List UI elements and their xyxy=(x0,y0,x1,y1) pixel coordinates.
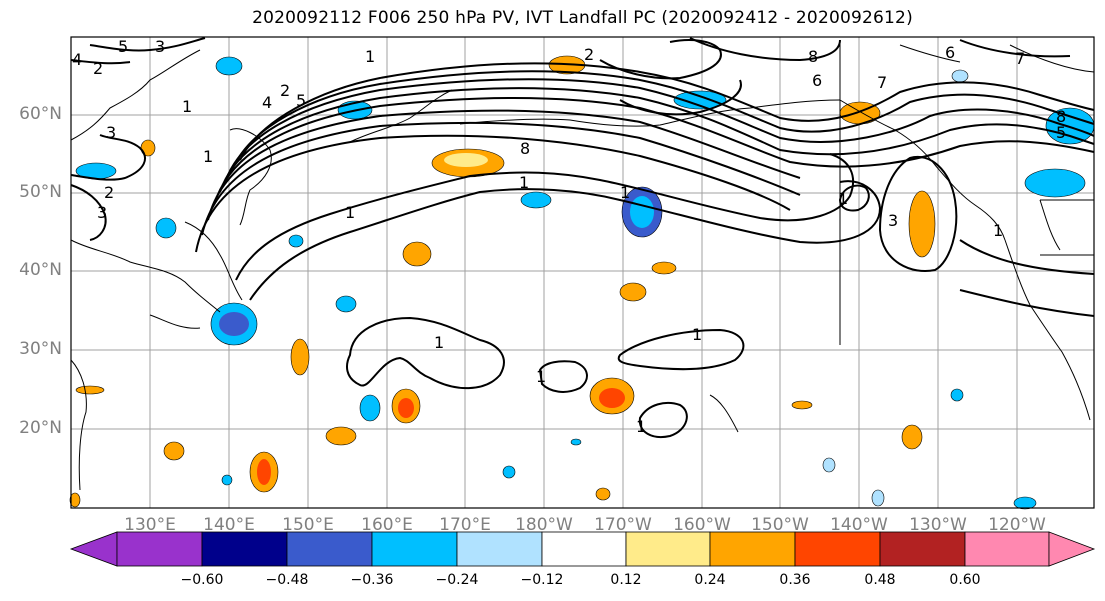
colorbar-tick-label: −0.60 xyxy=(180,572,224,588)
contour-label: 7 xyxy=(1015,49,1025,68)
contour-label: 4 xyxy=(72,50,82,69)
lon-label: 170°W xyxy=(594,515,652,535)
contour-label: 3 xyxy=(106,123,116,142)
anomaly-negative xyxy=(215,56,243,76)
colorbar-tick-label: 0.48 xyxy=(864,572,896,588)
anomaly-positive xyxy=(791,400,813,410)
contour-label: 1 xyxy=(620,183,630,202)
lon-label: 160°E xyxy=(361,515,413,535)
contour-label: 8 xyxy=(808,47,818,66)
contour-label: 7 xyxy=(877,73,887,92)
contour-label: 1 xyxy=(519,173,529,192)
lat-label: 40°N xyxy=(19,260,62,280)
anomaly-positive xyxy=(651,261,677,275)
colorbar-tick-label: 0.36 xyxy=(779,572,811,588)
anomaly-negative xyxy=(951,69,969,83)
map-panel xyxy=(69,36,1095,510)
contour-label: 1 xyxy=(692,325,702,344)
anomaly-negative xyxy=(950,388,964,402)
anomaly-negative xyxy=(673,90,727,110)
colorbar-extend-low xyxy=(69,531,118,567)
anomaly-negative xyxy=(288,234,304,248)
map-title: 2020092112 F006 250 hPa PV, IVT Landfall… xyxy=(252,8,913,28)
lon-label: 150°E xyxy=(282,515,334,535)
contour-label: 1 xyxy=(636,417,646,436)
lon-label: 130°E xyxy=(124,515,176,535)
contour-label: 5 xyxy=(296,91,306,110)
colorbar-tick-label: 0.60 xyxy=(949,572,981,588)
lon-label: 150°W xyxy=(751,515,809,535)
contour-label: 1 xyxy=(182,97,192,116)
anomaly-positive xyxy=(69,492,81,508)
contour-label: 6 xyxy=(812,71,822,90)
lon-label: 140°W xyxy=(830,515,888,535)
lat-label: 60°N xyxy=(19,104,62,124)
anomaly-positive xyxy=(908,190,936,258)
pv-contours xyxy=(70,37,1095,438)
anomaly-negative xyxy=(822,457,836,473)
anomaly-positive xyxy=(325,426,357,446)
anomaly-positive xyxy=(619,282,647,302)
anomaly-negative xyxy=(502,465,516,479)
lon-label: 120°W xyxy=(988,515,1046,535)
contour-label: 1 xyxy=(365,47,375,66)
colorbar-tick-label: −0.48 xyxy=(265,572,309,588)
lon-label: 140°E xyxy=(203,515,255,535)
anomaly-positive xyxy=(595,487,611,501)
anomaly-negative xyxy=(1045,107,1095,145)
contour-label: 2 xyxy=(104,183,114,202)
lat-label: 30°N xyxy=(19,339,62,359)
contour-labels: 1 2 4 5 1 3 1 2 3 1 8 1 8 6 7 2 6 8 5 7 … xyxy=(72,37,1066,436)
anomaly-negative xyxy=(335,295,357,313)
anomaly-positive xyxy=(163,441,185,461)
anomaly-positive xyxy=(901,424,923,450)
anomaly-negative xyxy=(1013,496,1037,510)
anomaly-positive xyxy=(75,385,105,395)
contour-label: 1 xyxy=(345,203,355,222)
contour-label: 3 xyxy=(97,203,107,222)
contour-label: 5 xyxy=(118,37,128,56)
contour-label: 1 xyxy=(434,333,444,352)
lon-label: 130°W xyxy=(909,515,967,535)
lon-label: 180°W xyxy=(515,515,573,535)
colorbar-tick-label: −0.24 xyxy=(435,572,479,588)
colorbar-extend-high xyxy=(1048,531,1096,567)
contour-label: 1 xyxy=(838,189,848,208)
lat-label: 20°N xyxy=(19,418,62,438)
contour-label: 5 xyxy=(1056,123,1066,142)
contour-label: 8 xyxy=(520,139,530,158)
lon-label: 170°E xyxy=(439,515,491,535)
anomaly-positive xyxy=(402,241,432,267)
lon-label: 160°W xyxy=(673,515,731,535)
contour-label: 2 xyxy=(584,45,594,64)
contour-label: 2 xyxy=(280,81,290,100)
contour-label: 8 xyxy=(1056,107,1066,126)
anomaly-positive xyxy=(290,338,310,376)
lat-label: 50°N xyxy=(19,182,62,202)
contour-label: 2 xyxy=(93,59,103,78)
anomaly-negative xyxy=(871,489,885,507)
colorbar-tick-label: 0.12 xyxy=(610,572,642,588)
anomaly-negative xyxy=(520,191,552,209)
contour-label: 1 xyxy=(203,147,213,166)
anomaly-negative xyxy=(570,438,582,446)
map-frame xyxy=(70,36,1095,509)
anomaly-negative xyxy=(221,474,233,486)
anomaly-negative xyxy=(155,217,177,239)
anomaly-negative xyxy=(1024,168,1086,198)
contour-label: 3 xyxy=(155,37,165,56)
colorbar-tick-label: −0.12 xyxy=(520,572,564,588)
colorbar xyxy=(69,531,1096,567)
contour-label: 1 xyxy=(536,367,546,386)
colorbar-tick-label: 0.24 xyxy=(694,572,726,588)
contour-label: 1 xyxy=(993,221,1003,240)
contour-label: 6 xyxy=(945,43,955,62)
coastlines xyxy=(70,40,1095,491)
anomaly-negative xyxy=(359,394,381,422)
colorbar-tick-label: −0.36 xyxy=(350,572,394,588)
contour-label: 4 xyxy=(262,93,272,112)
contour-label: 3 xyxy=(888,211,898,230)
